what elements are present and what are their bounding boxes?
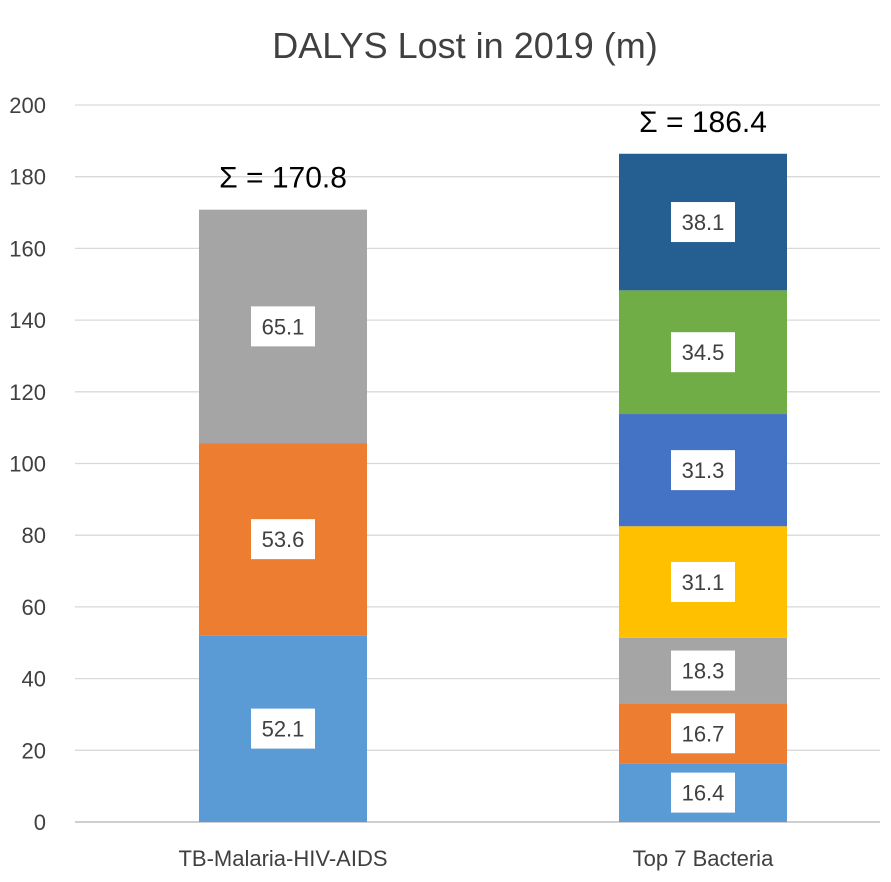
data-label-box xyxy=(251,519,315,560)
y-tick-label: 80 xyxy=(22,523,46,548)
data-label: 34.5 xyxy=(682,340,725,365)
y-tick-label: 120 xyxy=(9,380,46,405)
data-label: 31.3 xyxy=(682,458,725,483)
data-label: 53.6 xyxy=(262,527,305,552)
y-tick-label: 160 xyxy=(9,236,46,261)
data-label: 16.4 xyxy=(682,781,725,806)
x-tick-label: Top 7 Bacteria xyxy=(633,846,774,871)
x-tick-label: TB-Malaria-HIV-AIDS xyxy=(178,846,387,871)
total-annotation: Σ = 186.4 xyxy=(639,106,767,139)
chart-title: DALYS Lost in 2019 (m) xyxy=(272,25,658,66)
y-tick-label: 60 xyxy=(22,595,46,620)
y-tick-label: 140 xyxy=(9,308,46,333)
data-label: 31.1 xyxy=(682,570,725,595)
data-label: 18.3 xyxy=(682,659,725,684)
data-label: 65.1 xyxy=(262,314,305,339)
data-label-box xyxy=(671,450,735,491)
total-annotation: Σ = 170.8 xyxy=(219,162,347,195)
y-tick-label: 100 xyxy=(9,452,46,477)
data-label-box xyxy=(251,306,315,347)
y-tick-label: 0 xyxy=(34,810,46,835)
data-label: 38.1 xyxy=(682,210,725,235)
data-label-box xyxy=(671,332,735,373)
data-label: 16.7 xyxy=(682,721,725,746)
x-axis-ticks: TB-Malaria-HIV-AIDS Top 7 Bacteria xyxy=(178,846,774,871)
data-label-box xyxy=(671,202,735,243)
y-tick-label: 180 xyxy=(9,165,46,190)
data-labels: 52.1 53.6 65.1 16.4 16.7 18.3 31.1 31.3 34.5 38.1 xyxy=(251,202,735,813)
data-label: 52.1 xyxy=(262,717,305,742)
total-annotations: Σ = 170.8 Σ = 186.4 xyxy=(219,106,767,195)
y-tick-label: 40 xyxy=(22,667,46,692)
data-label-box xyxy=(671,561,735,602)
data-label-box xyxy=(251,708,315,749)
data-label-box xyxy=(671,650,735,691)
y-axis-ticks: 0 20 40 60 80 100 120 140 160 180 200 xyxy=(9,93,46,835)
y-tick-label: 20 xyxy=(22,738,46,763)
data-label-box xyxy=(671,772,735,813)
y-tick-label: 200 xyxy=(9,93,46,118)
data-label-box xyxy=(671,713,735,754)
